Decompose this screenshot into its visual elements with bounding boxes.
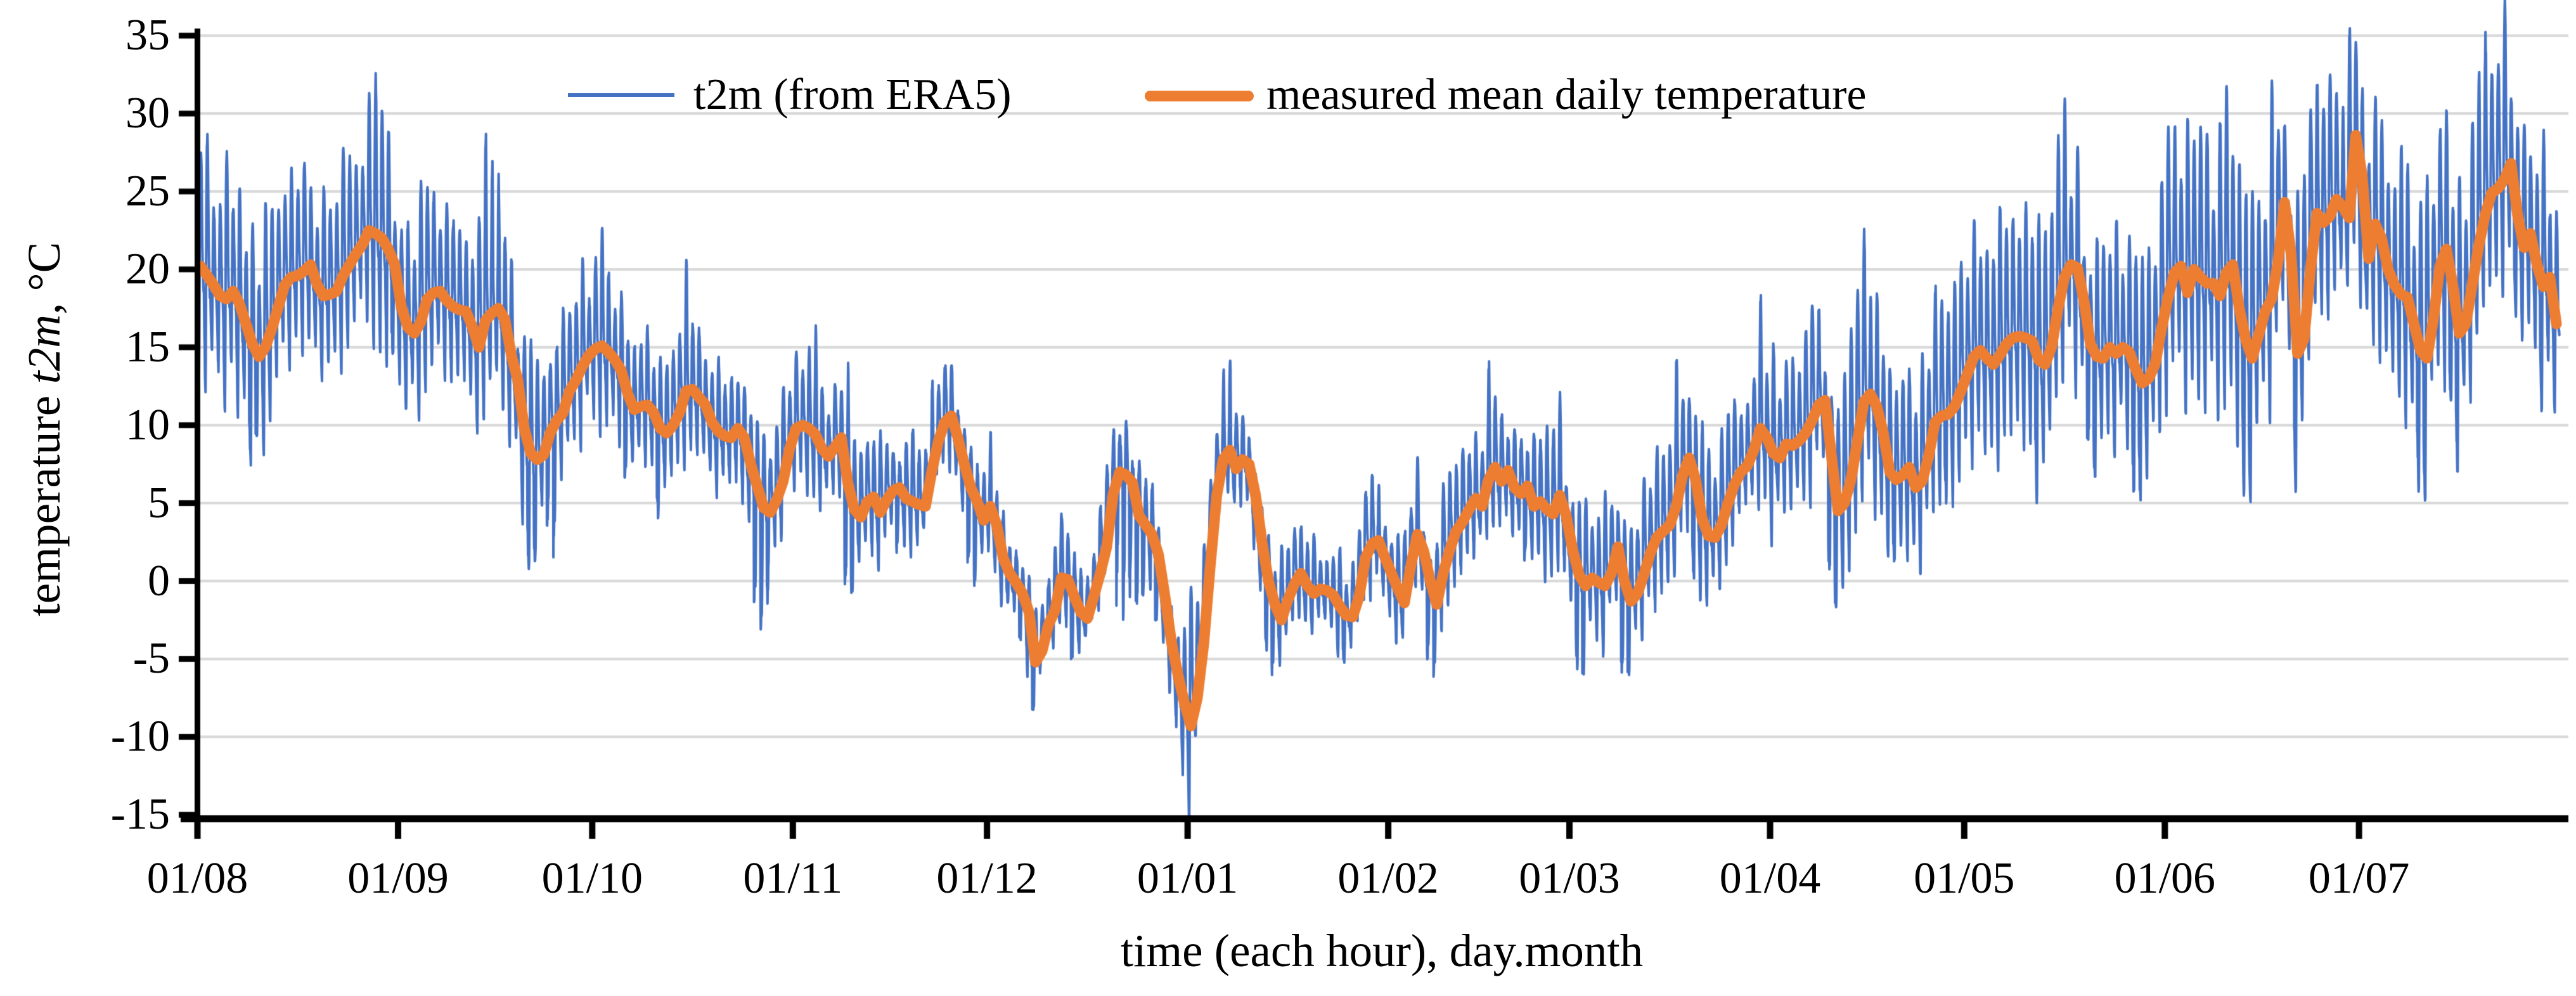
- x-tick-label: 01/01: [1137, 854, 1239, 903]
- legend-line-measured: [1145, 91, 1254, 101]
- y-axis-title: temperature t2m, °C: [18, 49, 71, 810]
- y-tick-label: -5: [132, 634, 170, 683]
- y-tick-label: 25: [126, 167, 170, 216]
- y-tick-label: 0: [148, 556, 170, 605]
- y-tick-label: -15: [110, 790, 170, 839]
- y-tick-label: 15: [126, 322, 170, 372]
- x-tick-label: 01/10: [541, 854, 643, 903]
- y-tick-label: 30: [126, 89, 170, 138]
- legend-label-t2m: t2m (from ERA5): [693, 70, 1012, 119]
- y-tick-label: 5: [148, 478, 170, 527]
- x-tick-label: 01/07: [2308, 854, 2410, 903]
- x-tick-label: 01/02: [1337, 854, 1439, 903]
- x-tick-label: 01/11: [743, 854, 843, 903]
- y-axis-title-suffix: , °C: [18, 242, 70, 315]
- x-tick-label: 01/06: [2114, 854, 2216, 903]
- y-axis-title-variable: t2m: [18, 314, 70, 384]
- y-tick-label: -10: [110, 712, 170, 761]
- x-tick-label: 01/03: [1519, 854, 1620, 903]
- x-tick-label: 01/08: [146, 854, 248, 903]
- y-tick-label: 10: [126, 400, 170, 449]
- y-tick-label: 20: [126, 244, 170, 294]
- y-tick-label: 35: [126, 11, 170, 60]
- x-tick-label: 01/05: [1914, 854, 2015, 903]
- y-axis-title-prefix: temperature: [18, 384, 70, 617]
- legend-label-measured: measured mean daily temperature: [1266, 70, 1867, 119]
- x-tick-label: 01/09: [347, 854, 449, 903]
- x-tick-label: 01/12: [936, 854, 1038, 903]
- legend-line-t2m: [568, 93, 674, 97]
- x-tick-label: 01/04: [1719, 854, 1821, 903]
- x-axis-title: time (each hour), day.month: [1120, 925, 1644, 976]
